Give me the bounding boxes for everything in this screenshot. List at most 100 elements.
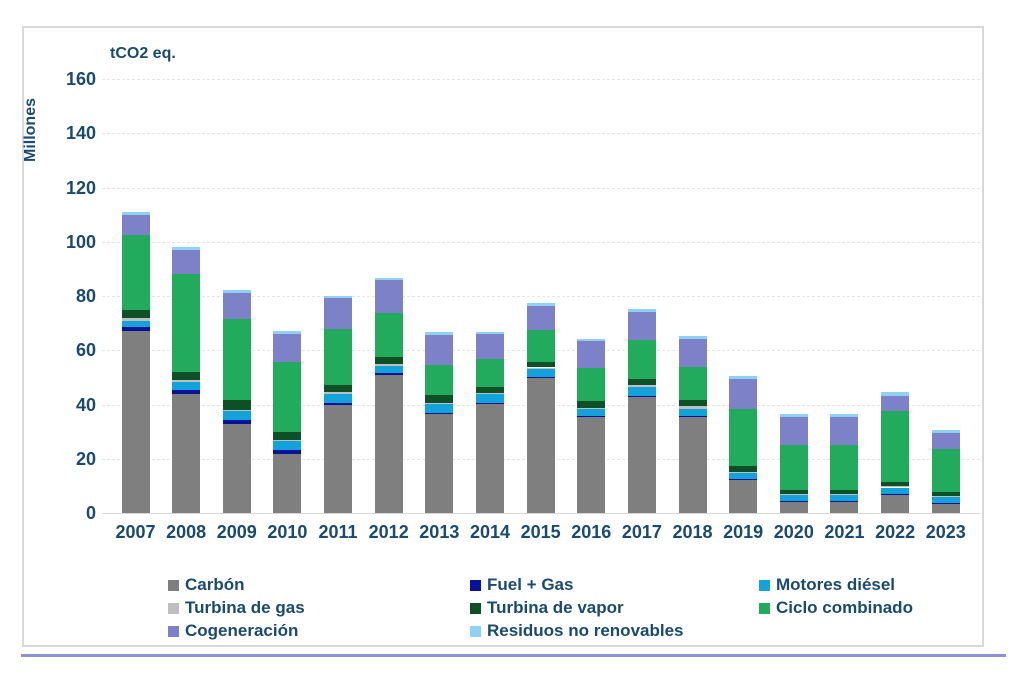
bar-segment <box>526 368 555 377</box>
bar-segment <box>931 492 960 496</box>
bar-segment <box>121 320 150 328</box>
x-axis-year-label: 2008 <box>166 522 207 542</box>
chart-legend: Carbón Fuel + Gas Motores diésel Turbina de… <box>168 576 913 640</box>
bar-segment <box>374 374 403 514</box>
bar-segment <box>779 416 808 445</box>
legend-swatch-icon <box>168 579 179 591</box>
bar-segment <box>172 393 201 514</box>
bar-segment <box>627 340 656 380</box>
bar-segment <box>324 329 353 385</box>
x-axis-year-label: 2019 <box>723 522 764 542</box>
legend-entry: Carbón <box>168 576 470 594</box>
bar-segment <box>577 408 606 417</box>
bar-segment <box>222 400 251 410</box>
bar-segment <box>678 416 707 514</box>
bar-segment <box>222 423 251 514</box>
y-tick-label: 0 <box>85 503 96 524</box>
bar-segment <box>425 364 454 396</box>
bar-segment <box>374 357 403 364</box>
bar-segment <box>931 433 960 449</box>
bar-segment <box>627 308 656 312</box>
bar-segment <box>830 501 859 514</box>
bar-segment <box>172 249 201 275</box>
y-tick-label: 80 <box>75 286 96 307</box>
bar-segment <box>526 376 555 378</box>
bar-segment <box>729 409 758 467</box>
bar-segment <box>526 367 555 369</box>
bar-segment <box>830 414 859 418</box>
bar-segment <box>172 380 201 382</box>
x-axis-year-label: 2023 <box>925 522 966 542</box>
legend-label: Turbina de vapor <box>487 598 624 617</box>
legend-label: Turbina de gas <box>185 598 305 617</box>
x-axis-year-label: 2011 <box>318 522 358 542</box>
bar-segment <box>830 494 859 496</box>
x-axis-line <box>102 513 980 515</box>
gridline <box>102 187 980 189</box>
bar-segment <box>678 406 707 409</box>
bar-segment <box>324 298 353 330</box>
bar-segment <box>729 479 758 514</box>
bar-segment <box>931 503 960 514</box>
legend-swatch-icon <box>759 602 770 614</box>
bar-segment <box>577 416 606 514</box>
bar-segment <box>729 472 758 473</box>
legend-entry: Motores diésel <box>759 576 913 594</box>
bar-segment <box>931 448 960 493</box>
bar-segment <box>172 247 201 250</box>
x-axis-year-label: 2012 <box>368 522 409 542</box>
bar-segment <box>222 410 251 420</box>
bar-segment <box>121 317 150 321</box>
bar-segment <box>324 402 353 405</box>
x-axis-year-label: 2020 <box>773 522 814 542</box>
bar-segment <box>526 305 555 331</box>
bar-segment <box>374 363 403 366</box>
bar-segment <box>577 338 606 342</box>
bar-segment <box>881 392 910 396</box>
y-tick-label: 60 <box>75 340 96 361</box>
bar-segment <box>577 407 606 409</box>
x-axis-year-label: 2016 <box>571 522 612 542</box>
bar-segment <box>475 334 504 359</box>
bar-segment <box>324 404 353 514</box>
bar-segment <box>222 292 251 319</box>
bar-segment <box>475 387 504 393</box>
bar-segment <box>627 395 656 397</box>
legend-entry: Residuos no renovables <box>470 622 759 640</box>
bar-segment <box>729 379 758 410</box>
bar-segment <box>425 404 454 414</box>
chart-unit-label: tCO2 eq. <box>110 45 176 62</box>
bar-segment <box>324 384 353 392</box>
bar-segment <box>729 479 758 480</box>
bar-segment <box>577 341 606 369</box>
bar-segment <box>172 381 201 390</box>
bar-segment <box>526 377 555 514</box>
legend-swatch-icon <box>168 602 179 614</box>
bar-segment <box>273 333 302 363</box>
gridline <box>102 133 980 135</box>
y-tick-label: 140 <box>65 123 96 144</box>
legend-entry: Turbina de vapor <box>470 599 759 617</box>
bar-segment <box>678 408 707 417</box>
bar-segment <box>222 409 251 411</box>
bar-segment <box>830 490 859 495</box>
bar-segment <box>273 453 302 514</box>
x-axis-year-label: 2017 <box>621 522 662 542</box>
bar-segment <box>729 376 758 380</box>
bar-segment <box>830 501 859 502</box>
bar-segment <box>273 449 302 454</box>
legend-label: Fuel + Gas <box>487 575 574 594</box>
legend-entry: Cogeneración <box>168 622 470 640</box>
bar-segment <box>678 366 707 400</box>
bar-segment <box>931 502 960 504</box>
legend-label: Cogeneración <box>185 621 299 640</box>
bar-segment <box>830 495 859 502</box>
bar-segment <box>324 295 353 298</box>
bar-segment <box>577 368 606 402</box>
bar-segment <box>577 401 606 408</box>
bar-segment <box>475 332 504 335</box>
bar-segment <box>172 372 201 381</box>
gridline <box>102 78 980 80</box>
bar-segment <box>273 362 302 432</box>
bar-segment <box>374 277 403 281</box>
